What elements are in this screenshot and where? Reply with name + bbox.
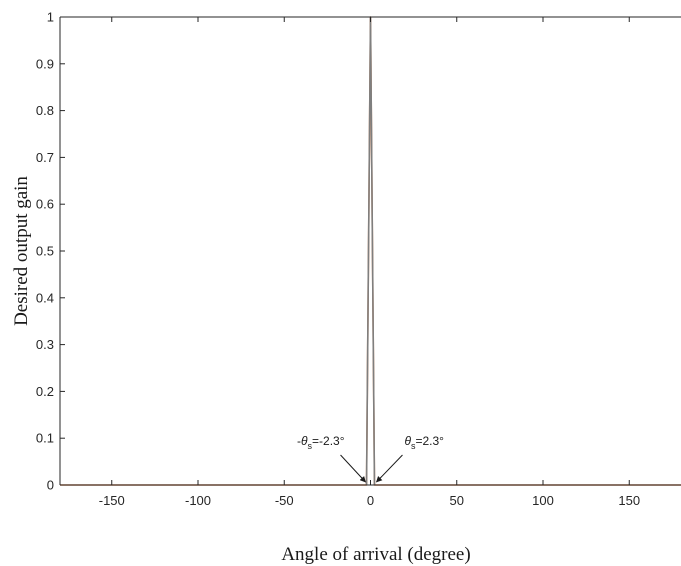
annotation-arrow-2 (376, 454, 403, 483)
x-tick-label: 50 (450, 493, 464, 508)
y-tick-label: 0.2 (36, 384, 54, 399)
y-axis-ticks: 0 0.1 0.2 0.3 0.4 0.5 0.6 0.7 0.8 0.9 1 (36, 10, 65, 493)
plot-lines (60, 16, 681, 486)
y-tick-label: 0.9 (36, 56, 54, 71)
y-tick-label: 0.6 (36, 197, 54, 212)
y-tick-label: 0.3 (36, 337, 54, 352)
annotation-label-1: -θs=-2.3° (297, 434, 345, 451)
y-tick-label: 0 (47, 478, 54, 493)
annotation-arrow-1 (340, 454, 366, 483)
y-tick-label: 0.4 (36, 290, 54, 305)
annotations: -θs=-2.3° θs=2.3° (297, 434, 444, 483)
x-tick-label: 150 (618, 493, 640, 508)
x-tick-label: -100 (185, 493, 211, 508)
annotation-label-2: θs=2.3° (404, 434, 444, 451)
y-tick-label: 0.7 (36, 150, 54, 165)
x-axis-ticks: -150 -100 -50 0 50 100 150 (99, 17, 640, 508)
y-tick-label: 1 (47, 10, 54, 25)
x-tick-label: -150 (99, 493, 125, 508)
y-tick-label: 0.1 (36, 431, 54, 446)
y-axis-label: Desired output gain (11, 176, 32, 326)
x-tick-label: -50 (275, 493, 294, 508)
y-tick-label: 0.8 (36, 103, 54, 118)
series-line-2 (365, 16, 376, 486)
x-tick-label: 0 (367, 493, 374, 508)
x-axis-label: Angle of arrival (degree) (281, 544, 470, 565)
x-tick-label: 100 (532, 493, 554, 508)
y-tick-label: 0.5 (36, 244, 54, 259)
